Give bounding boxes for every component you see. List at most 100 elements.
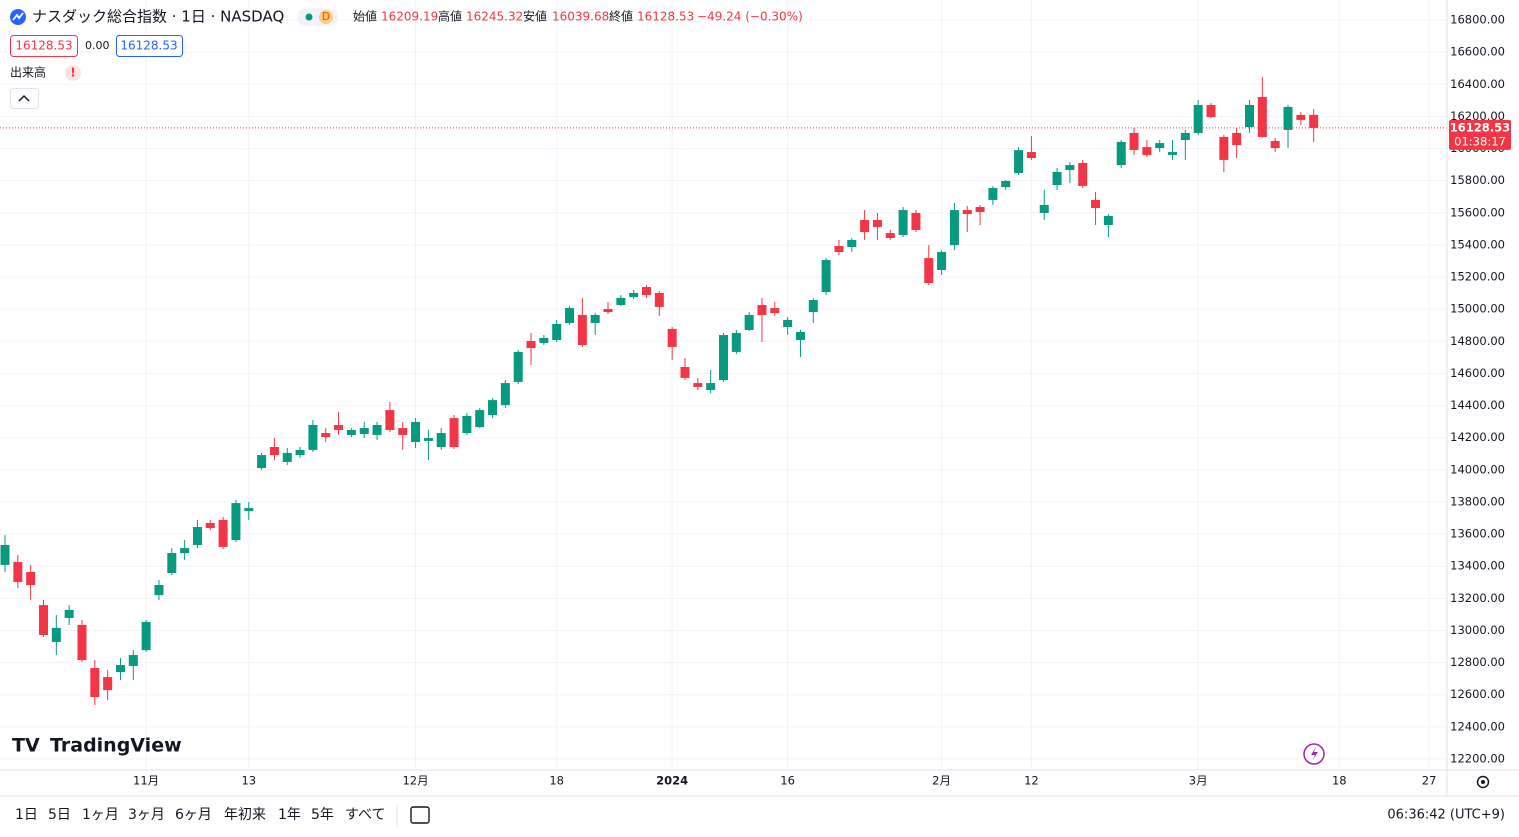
timeframe-button[interactable]: 1年: [278, 807, 301, 823]
candle-body: [1180, 132, 1190, 141]
y-tick-label: 14000.00: [1450, 462, 1505, 476]
timeframe-button[interactable]: 3ヶ月: [128, 807, 165, 823]
y-tick-label: 15600.00: [1450, 205, 1505, 219]
y-tick-label: 12800.00: [1450, 655, 1505, 669]
open-value: 16209.19: [381, 10, 438, 24]
candle-body: [282, 452, 292, 462]
x-tick-label: 13: [241, 774, 256, 788]
date-range-icon[interactable]: [410, 806, 430, 824]
badge: D: [322, 10, 330, 23]
candle-body: [115, 665, 125, 673]
buy-box[interactable]: [116, 35, 183, 57]
candle-body: [1245, 104, 1255, 127]
y-tick-label: 15200.00: [1450, 270, 1505, 284]
candle-body: [757, 304, 767, 315]
candle-body: [26, 572, 36, 586]
y-tick-label: 14800.00: [1450, 334, 1505, 348]
y-tick-label: 13000.00: [1450, 623, 1505, 637]
candle-body: [539, 337, 549, 343]
settings-center: [1481, 780, 1485, 784]
close-label: 終値: [609, 9, 633, 24]
x-tick-label: 27: [1422, 774, 1437, 788]
symbol-icon-glyph: [12, 12, 24, 21]
y-tick-label: 15000.00: [1450, 302, 1505, 316]
x-tick-label: 18: [1332, 774, 1347, 788]
market-dot: [305, 13, 313, 21]
candle-body: [1014, 150, 1024, 174]
y-tick-label: 12600.00: [1450, 687, 1505, 701]
candles: [0, 77, 1447, 706]
x-tick-label: 3月: [1189, 774, 1208, 788]
candle-body: [1219, 136, 1229, 160]
candle-body: [244, 508, 254, 511]
alert-bg: [65, 65, 81, 81]
candle-body: [1193, 104, 1203, 133]
settings-icon[interactable]: [1476, 775, 1490, 789]
y-tick-label: 14600.00: [1450, 366, 1505, 380]
candle-body: [744, 314, 754, 330]
x-tick-label: 12月: [402, 774, 428, 788]
candle-body: [1065, 165, 1075, 171]
candle-body: [526, 340, 536, 349]
countdown: 01:38:17: [1454, 134, 1506, 148]
y-tick-label: 16200.00: [1450, 109, 1505, 123]
candle-body: [321, 433, 331, 438]
candle-body: [1232, 132, 1242, 145]
y-tick-label: 16400.00: [1450, 77, 1505, 91]
timeframe-button[interactable]: 6ヶ月: [175, 807, 212, 823]
timeframe-button[interactable]: 1日: [15, 807, 38, 823]
candle-body: [77, 625, 87, 661]
y-tick-label: 13400.00: [1450, 559, 1505, 573]
candle-body: [808, 300, 818, 313]
candle-body: [603, 309, 613, 313]
x-tick-label: 11月: [133, 774, 159, 788]
candle-body: [128, 655, 138, 666]
candle-body: [449, 418, 459, 448]
sell-price[interactable]: 16128.53: [15, 39, 72, 53]
candle-body: [141, 621, 151, 651]
candle-body: [462, 416, 472, 434]
last-price-label: 16128.53: [1450, 120, 1510, 134]
candle-body: [577, 314, 587, 345]
y-tick-label: 14400.00: [1450, 398, 1505, 412]
timeframe-button[interactable]: 5年: [311, 807, 334, 823]
sell-box[interactable]: [10, 35, 78, 57]
candle-body: [411, 421, 421, 443]
candle-body: [1309, 114, 1319, 128]
clock: 06:36:42 (UTC+9): [1387, 808, 1505, 823]
candle-body: [205, 523, 215, 528]
candle-body: [423, 438, 433, 441]
timeframe-button[interactable]: 5日: [48, 807, 71, 823]
candle-body: [693, 383, 703, 387]
candle-body: [1142, 147, 1152, 155]
timeframe-button[interactable]: 1ヶ月: [82, 807, 119, 823]
candle-body: [718, 335, 728, 381]
candle-body: [13, 562, 23, 582]
collapse-button[interactable]: [10, 88, 39, 109]
logo-mark: 𝗧𝗩: [12, 735, 40, 757]
candle-body: [872, 220, 882, 227]
badge-bg: [319, 10, 333, 24]
chevron: [18, 94, 30, 102]
candle-body: [590, 314, 600, 323]
y-tick-label: 15400.00: [1450, 237, 1505, 251]
x-tick-label: 16: [780, 774, 795, 788]
y-tick-label: 14200.00: [1450, 430, 1505, 444]
y-tick-label: 13600.00: [1450, 527, 1505, 541]
candle-body: [334, 425, 344, 430]
y-tick-label: 13800.00: [1450, 494, 1505, 508]
candle-body: [1039, 204, 1049, 213]
high-label: 高値: [438, 9, 462, 24]
candle-body: [38, 605, 48, 635]
candle-body: [359, 428, 369, 435]
candle-body: [180, 548, 190, 554]
candle-body: [308, 425, 318, 450]
buy-price[interactable]: 16128.53: [120, 39, 177, 53]
high-value: 16245.32: [466, 10, 523, 24]
timeframe-button[interactable]: すべて: [345, 807, 385, 823]
last-price-tag: [1449, 119, 1511, 150]
x-tick-label: 2024: [656, 774, 688, 788]
timeframe-button[interactable]: 年初来: [224, 806, 266, 823]
candle-body: [295, 449, 305, 456]
